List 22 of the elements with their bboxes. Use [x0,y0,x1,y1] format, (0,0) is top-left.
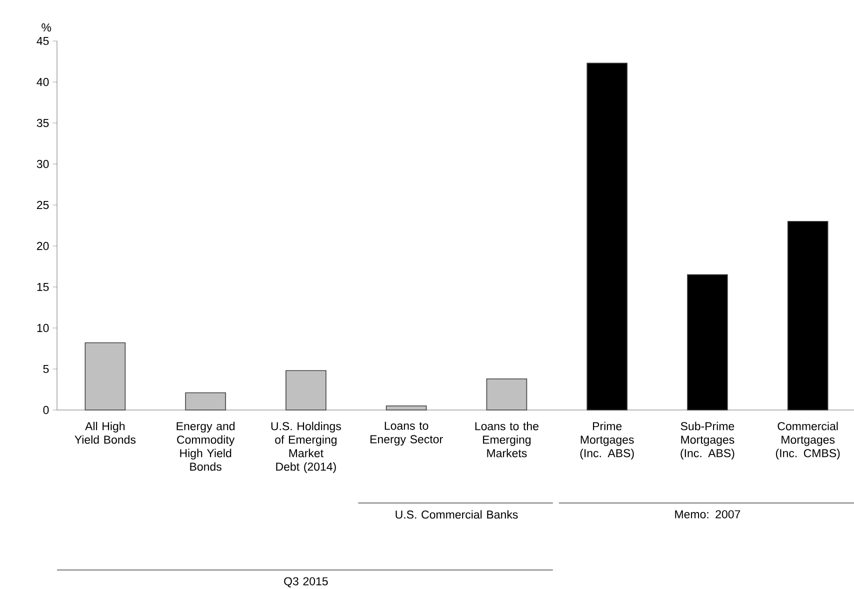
y-tick-label: 15 [37,282,49,292]
text: U.S. Commercial Banks [396,510,518,519]
y-tick-label: 25 [36,200,49,210]
y-tick-label: 40 [36,78,49,86]
text: Memo: 2007 [675,510,740,518]
text: Q3 2015 [284,577,328,588]
y-tick-label: 35 [36,118,49,128]
y-tick-label: 5 [43,364,49,374]
y-axis-title: % [42,23,52,32]
x-tick-label: Energy and Commodity High Yield Bonds [176,422,235,471]
y-tick-label: 30 [36,160,49,168]
x-tick-label: All High Yield Bonds [74,422,136,444]
x-tick-label: U.S. Holdings of Emerging Market Debt (2014) [271,422,341,474]
x-tick-label: Loans to the Emerging Markets [475,422,538,458]
x-tick-label: Commercial Mortgages (Inc. CMBS) [776,422,840,460]
y-tick-label: 0 [43,406,49,414]
x-tick-label: Prime Mortgages (Inc. ABS) [580,422,634,460]
x-tick-label: Loans to Energy Sector [370,422,443,446]
y-tick-label: 20 [36,242,49,250]
y-tick-label: 45 [36,36,49,46]
y-tick-label: 10 [37,324,49,332]
x-tick-label: Sub-Prime Mortgages (Inc. ABS) [680,422,734,460]
